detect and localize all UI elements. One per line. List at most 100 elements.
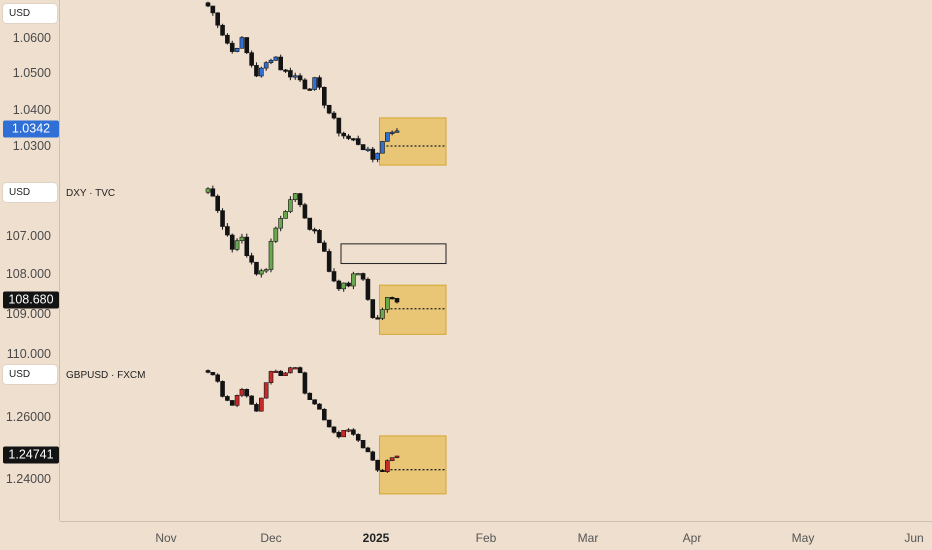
price-tick: 107.000 [5,229,51,243]
candle-body [312,229,317,232]
price-tick: 1.24000 [5,472,51,486]
candle-body [331,426,337,433]
demand-zone [379,284,447,335]
candle-body [312,77,317,90]
candle-body [205,2,211,7]
price-tick: 108.000 [5,267,51,281]
candle-body [215,195,220,211]
current-price-label: 108.680 [3,291,59,309]
current-price-label: 1.24741 [3,446,59,464]
currency-badge-eurusd[interactable]: USD [3,4,57,23]
candle-body [239,389,245,396]
candle-body [385,132,390,142]
symbol-label-gbpusd[interactable]: GBPUSD · FXCM [66,370,146,381]
candle-body [365,148,371,151]
candle-body [317,403,322,410]
candle-body [292,367,298,370]
candle-body [360,439,366,449]
candle-body [205,370,211,373]
time-axis[interactable]: Nov Dec 2025 Feb Mar Apr May Jun [60,521,932,550]
candle-body [234,47,240,52]
candle-body [263,382,269,399]
candle-body [210,188,216,197]
candle-body [220,24,225,36]
candle-body [389,297,395,300]
supply-zone [340,243,447,265]
currency-badge-gbpusd[interactable]: USD [3,365,57,384]
candle-body [288,199,293,212]
candle-body [297,367,303,374]
candle-body [268,240,274,270]
candle-body [346,429,351,432]
candle-body [394,455,400,458]
candle-body [385,460,390,473]
candle-body [278,370,283,376]
plot-area[interactable] [60,0,932,521]
candle-body [278,56,283,71]
candle-body [351,429,356,435]
candle-body [220,210,225,227]
price-tick: 110.000 [6,347,51,361]
candle-body [355,138,361,145]
month-label: Jun [904,531,924,545]
candle-body [375,459,380,471]
candle-body [249,395,254,405]
candle-body [326,104,332,114]
candle-body [297,75,303,81]
candle-body [288,70,293,78]
candle-body [283,211,288,219]
candle-body [322,408,327,421]
symbol-label-dxy[interactable]: DXY · TVC [66,188,116,199]
candle-body [341,282,346,290]
candle-body [375,152,380,160]
candle-body [229,400,235,406]
candle-body [326,419,332,428]
candle-body [220,381,225,397]
candle-body [302,372,308,394]
candle-body [210,5,216,14]
currency-badge-dxy[interactable]: USD [3,183,57,202]
candle-body [229,42,235,52]
candle-body [225,226,230,236]
month-label: Mar [577,531,599,545]
candle-body [268,59,274,63]
candle-body [380,309,385,319]
candle-body [317,77,322,88]
month-label: Dec [260,531,282,545]
candle-body [346,282,351,287]
candle-body [351,138,356,141]
candle-body [283,372,288,376]
candle-body [322,242,327,252]
candle-body [205,188,211,193]
candle-body [331,271,337,282]
candle-body [341,430,346,438]
candle-body [234,240,240,250]
candle-body [394,130,400,133]
candle-body [263,62,269,69]
candle-body [292,75,298,78]
candle-body [389,457,395,461]
candle-body [394,297,400,303]
candle-body [385,297,390,310]
candle-body [278,218,283,229]
candle-body [244,236,250,256]
candle-body [375,317,380,320]
candle-body [365,447,371,453]
candle-body [249,52,254,66]
candle-body [215,374,220,382]
candle-body [336,280,342,290]
price-tick: 1.0400 [12,103,51,117]
candle-body [360,273,366,280]
candle-body [370,148,376,160]
candle-body [317,230,322,244]
price-tick: 109.000 [5,307,51,321]
price-scale[interactable]: USD 1.0600 1.0500 1.0400 1.0300 1.0342 U… [0,0,60,521]
month-label: Feb [475,531,497,545]
candle-body [336,432,342,438]
candle-body [346,135,351,139]
candle-body [370,451,376,461]
candle-body [365,278,371,300]
demand-zone [379,435,447,495]
candle-body [259,397,264,412]
candle-body [312,399,317,405]
